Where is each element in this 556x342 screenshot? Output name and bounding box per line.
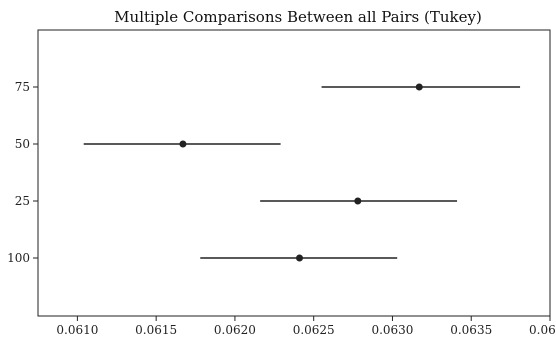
mean-point-75 (415, 83, 423, 91)
mean-point-50 (179, 140, 187, 148)
x-tick-label: 0.0640 (529, 323, 556, 337)
mean-point-25 (354, 197, 362, 205)
chart-title: Multiple Comparisons Between all Pairs (… (114, 8, 482, 26)
y-tick-label: 75 (15, 80, 30, 94)
y-tick-label: 50 (15, 137, 30, 151)
y-axis: 75 50 25 100 (7, 80, 38, 265)
y-tick-label: 100 (7, 251, 30, 265)
x-tick-label: 0.0635 (450, 323, 492, 337)
y-tick-label: 25 (15, 194, 30, 208)
x-tick-label: 0.0615 (135, 323, 177, 337)
x-tick-label: 0.0620 (214, 323, 256, 337)
interval-marks (83, 83, 521, 262)
plot-frame (37, 29, 551, 317)
x-tick-label: 0.0630 (371, 323, 413, 337)
x-axis: 0.0610 0.0615 0.0620 0.0625 0.0630 0.0635 0.06… (56, 316, 556, 337)
x-tick-label: 0.0610 (56, 323, 98, 337)
x-tick-label: 0.0625 (293, 323, 335, 337)
mean-point-100 (296, 254, 304, 262)
